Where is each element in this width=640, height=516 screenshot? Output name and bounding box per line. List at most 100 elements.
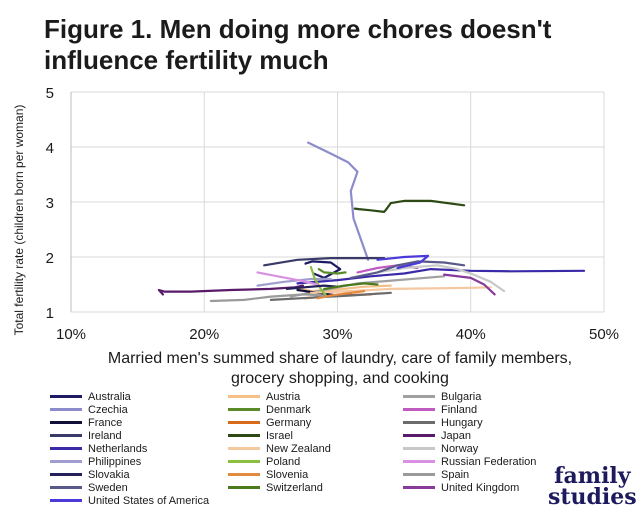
legend-label: Norway — [441, 442, 479, 455]
legend-label: Slovenia — [266, 468, 309, 481]
legend-item: Japan — [403, 429, 593, 442]
x-tick-label: 40% — [456, 326, 486, 343]
legend-swatch — [228, 408, 260, 411]
legend-item: Switzerland — [228, 481, 403, 494]
series-line-spain — [209, 293, 326, 303]
y-tick-label: 2 — [46, 250, 54, 267]
legend-swatch — [228, 447, 260, 450]
series-line-norway — [376, 264, 506, 293]
legend-swatch — [228, 473, 260, 476]
legend-swatch — [228, 421, 260, 424]
legend-item: France — [50, 416, 228, 429]
chart-title: Figure 1. Men doing more chores doesn't … — [44, 14, 604, 76]
legend-swatch — [403, 434, 435, 437]
legend-item: Hungary — [403, 416, 593, 429]
legend-label: Sweden — [88, 481, 128, 494]
chart-area: 10% 20% 30% 40% 50% 1 2 3 4 5 Total fertility rat… — [12, 85, 619, 343]
legend-label: United Kingdom — [441, 481, 520, 494]
legend-label: Czechia — [88, 403, 128, 416]
legend-label: Israel — [266, 429, 293, 442]
legend-label: Denmark — [266, 403, 311, 416]
legend-swatch — [50, 447, 82, 450]
legend-item: Australia — [50, 390, 228, 403]
x-tick-label: 20% — [189, 326, 219, 343]
legend-label: Hungary — [441, 416, 483, 429]
title-line-2: influence fertility much — [44, 45, 329, 75]
logo-line-2: studies — [548, 484, 637, 510]
legend-item: Denmark — [228, 403, 403, 416]
legend-label: Philippines — [88, 455, 142, 468]
series-line-united-states-of-america — [376, 254, 430, 270]
legend-item: Norway — [403, 442, 593, 455]
legend-label: France — [88, 416, 123, 429]
legend-item: Austria — [228, 390, 403, 403]
legend-item: Germany — [228, 416, 403, 429]
legend-swatch — [50, 473, 82, 476]
series-line-ireland — [263, 257, 386, 267]
x-axis-label-line-1: Married men's summed share of laundry, c… — [107, 350, 573, 367]
legend-label: Spain — [441, 468, 470, 481]
legend-swatch — [228, 460, 260, 463]
legend-item: Israel — [228, 429, 403, 442]
legend-swatch — [403, 447, 435, 450]
legend-label: Russian Federation — [441, 455, 537, 468]
legend-swatch — [50, 421, 82, 424]
series-line-sweden — [349, 260, 466, 279]
legend-swatch — [403, 408, 435, 411]
legend-item: Finland — [403, 403, 593, 416]
legend-swatch — [403, 486, 435, 489]
legend-label: New Zealand — [266, 442, 331, 455]
family-studies-logo: family studies — [548, 463, 637, 510]
legend-item: Philippines — [50, 455, 228, 468]
legend-label: Netherlands — [88, 442, 148, 455]
y-tick-label: 3 — [46, 195, 54, 212]
legend-swatch — [50, 460, 82, 463]
y-tick-label: 1 — [46, 305, 54, 322]
legend-swatch — [403, 460, 435, 463]
series-line-new-zealand — [309, 286, 492, 294]
series-line-japan — [157, 284, 304, 296]
legend-swatch — [228, 486, 260, 489]
legend-swatch — [50, 499, 82, 502]
legend-item: Slovenia — [228, 468, 403, 481]
legend-label: Germany — [266, 416, 312, 429]
legend-swatch — [50, 434, 82, 437]
series-line-czechia — [307, 141, 370, 261]
x-tick-label: 10% — [56, 326, 86, 343]
legend-label: Austria — [266, 390, 301, 403]
x-tick-label: 50% — [589, 326, 619, 343]
x-axis-label: Married men's summed share of laundry, c… — [60, 349, 620, 389]
legend-item: Slovakia — [50, 468, 228, 481]
legend-item: Czechia — [50, 403, 228, 416]
legend-swatch — [50, 395, 82, 398]
series-line-denmark — [317, 268, 347, 275]
legend: Australia Austria Bulgaria Czechia Denmark Fi… — [50, 390, 593, 507]
legend-item: United Kingdom — [403, 481, 593, 494]
legend-swatch — [50, 486, 82, 489]
legend-swatch — [403, 473, 435, 476]
x-axis-label-line-2: grocery shopping, and cooking — [231, 370, 449, 387]
legend-label: Finland — [441, 403, 478, 416]
series-line-netherlands — [296, 268, 586, 285]
legend-label: Poland — [266, 455, 301, 468]
legend-item: Spain — [403, 468, 593, 481]
x-tick-label: 30% — [322, 326, 352, 343]
gridlines — [70, 91, 605, 313]
legend-item: New Zealand — [228, 442, 403, 455]
legend-swatch — [403, 395, 435, 398]
legend-item: Netherlands — [50, 442, 228, 455]
legend-item: Ireland — [50, 429, 228, 442]
y-axis-label: Total fertility rate (children born per … — [12, 105, 26, 336]
legend-swatch — [50, 408, 82, 411]
legend-label: Japan — [441, 429, 471, 442]
series-line-russian-federation — [256, 271, 319, 286]
series-line-united-kingdom — [443, 273, 496, 296]
legend-swatch — [228, 434, 260, 437]
legend-label: Switzerland — [266, 481, 323, 494]
tick-labels: 10% 20% 30% 40% 50% 1 2 3 4 5 — [46, 85, 619, 343]
legend-item: United States of America — [50, 494, 228, 507]
logo-line-1: family — [554, 463, 631, 489]
legend-label: Australia — [88, 390, 131, 403]
legend-item: Sweden — [50, 481, 228, 494]
legend-item: Bulgaria — [403, 390, 593, 403]
